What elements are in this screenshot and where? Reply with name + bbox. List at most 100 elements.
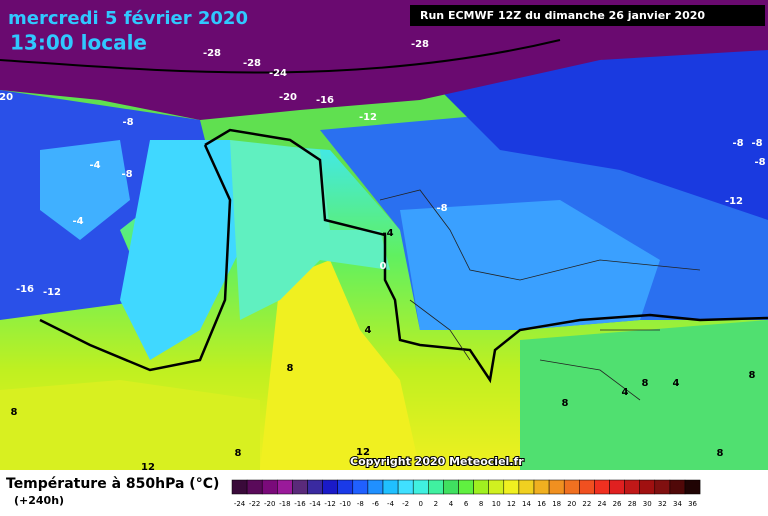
legend-swatch	[684, 479, 701, 495]
legend-label: -10	[340, 500, 351, 508]
legend-swatch	[624, 479, 640, 495]
legend-swatch	[503, 479, 520, 495]
legend-label: 32	[658, 500, 667, 508]
run-box	[410, 5, 765, 26]
contour-label: 8	[235, 448, 242, 459]
contour-label: 4	[622, 387, 629, 398]
contour-label: -8	[122, 117, 133, 128]
contour-label: 8	[562, 398, 569, 409]
contour-label: 4	[673, 378, 680, 389]
legend-swatch	[428, 479, 444, 495]
legend-swatch	[488, 479, 505, 495]
legend-label: 34	[673, 500, 682, 508]
legend-label: -8	[357, 500, 364, 508]
contour-label: -20	[0, 92, 13, 103]
contour-label: 8	[287, 363, 294, 374]
legend-label: -2	[402, 500, 409, 508]
legend-swatch	[594, 479, 610, 495]
map	[0, 0, 768, 470]
contour-label: -16	[16, 284, 34, 295]
contour-label: -12	[43, 287, 61, 298]
contour-label: 8	[749, 370, 756, 381]
legend-swatch	[367, 479, 384, 495]
legend-swatch	[473, 479, 489, 495]
legend-swatch	[458, 479, 474, 495]
legend-label: 30	[643, 500, 652, 508]
legend-label: 24	[597, 500, 606, 508]
contour-label: -8	[732, 138, 743, 149]
contour-label: 12	[356, 447, 370, 458]
legend-swatch	[412, 479, 429, 495]
legend-label: 36	[688, 500, 697, 508]
legend-swatch	[246, 479, 263, 495]
legend-swatch	[563, 479, 580, 495]
run-info: Run ECMWF 12Z du dimanche 26 janvier 202…	[420, 9, 705, 22]
contour-label: -24	[269, 68, 287, 79]
legend-label: -14	[309, 500, 321, 508]
legend-title: Température à 850hPa (°C)	[6, 476, 219, 492]
legend-swatch	[277, 479, 293, 495]
contour-label: -8	[121, 169, 132, 180]
contour-label: -8	[436, 203, 447, 214]
contour-label: -16	[316, 95, 334, 106]
legend-label: 10	[492, 500, 501, 508]
contour-label: 8	[11, 407, 18, 418]
contour-label: 4	[365, 325, 372, 336]
legend-label: 2	[434, 500, 438, 508]
contour-label: -20	[279, 92, 297, 103]
contour-label: 12	[141, 462, 155, 473]
legend-label: -4	[387, 500, 395, 508]
legend-label: 8	[479, 500, 483, 508]
legend-label: -16	[294, 500, 306, 508]
legend-swatch	[352, 479, 369, 495]
contour-label: 0	[380, 261, 387, 272]
legend-swatch	[307, 479, 323, 495]
contour-label: -8	[751, 138, 762, 149]
legend-swatch	[533, 479, 550, 495]
date: mercredi 5 février 2020	[8, 8, 248, 29]
legend-label: 14	[522, 500, 531, 508]
contour-label: -4	[72, 216, 83, 227]
legend-label: 6	[464, 500, 469, 508]
contour-label: 8	[717, 448, 724, 459]
contour-label: -8	[754, 157, 765, 168]
legend-label: -22	[249, 500, 260, 508]
legend-swatch	[518, 479, 535, 495]
legend-swatch	[609, 479, 625, 495]
time: 13:00 locale	[10, 31, 147, 55]
legend-swatch	[654, 479, 671, 495]
contour-label: 8	[642, 378, 649, 389]
legend-label: 22	[582, 500, 591, 508]
copyright: Copyright 2020 Meteociel.fr	[350, 455, 524, 468]
legend-label: 20	[567, 500, 576, 508]
legend-label: 28	[628, 500, 637, 508]
contour-label: -28	[411, 39, 429, 50]
legend-swatch	[443, 479, 459, 495]
legend-swatch	[322, 479, 338, 495]
legend-label: -18	[279, 500, 290, 508]
legend-swatch	[231, 479, 248, 495]
contour-label: -12	[359, 112, 377, 123]
legend-label: -12	[324, 500, 335, 508]
legend-swatch	[261, 479, 278, 495]
legend-label: -24	[234, 500, 246, 508]
legend-label: 18	[552, 500, 561, 508]
legend-label: 12	[507, 500, 516, 508]
contour-label: -12	[725, 196, 743, 207]
legend-swatch	[292, 479, 308, 495]
legend-label: 0	[419, 500, 423, 508]
legend-label: -20	[264, 500, 275, 508]
legend-subtitle: (+240h)	[14, 494, 64, 507]
contour-label: -28	[203, 48, 221, 59]
legend-label: 4	[449, 500, 454, 508]
contour-label: -28	[243, 58, 261, 69]
legend-label: -6	[372, 500, 380, 508]
legend-swatch	[639, 479, 656, 495]
legend-swatch	[669, 479, 686, 495]
legend-swatch	[579, 479, 595, 495]
legend-swatch	[548, 479, 565, 495]
legend-swatch	[382, 479, 399, 495]
contour-label: -4	[382, 228, 393, 239]
contour-label: -4	[89, 160, 100, 171]
